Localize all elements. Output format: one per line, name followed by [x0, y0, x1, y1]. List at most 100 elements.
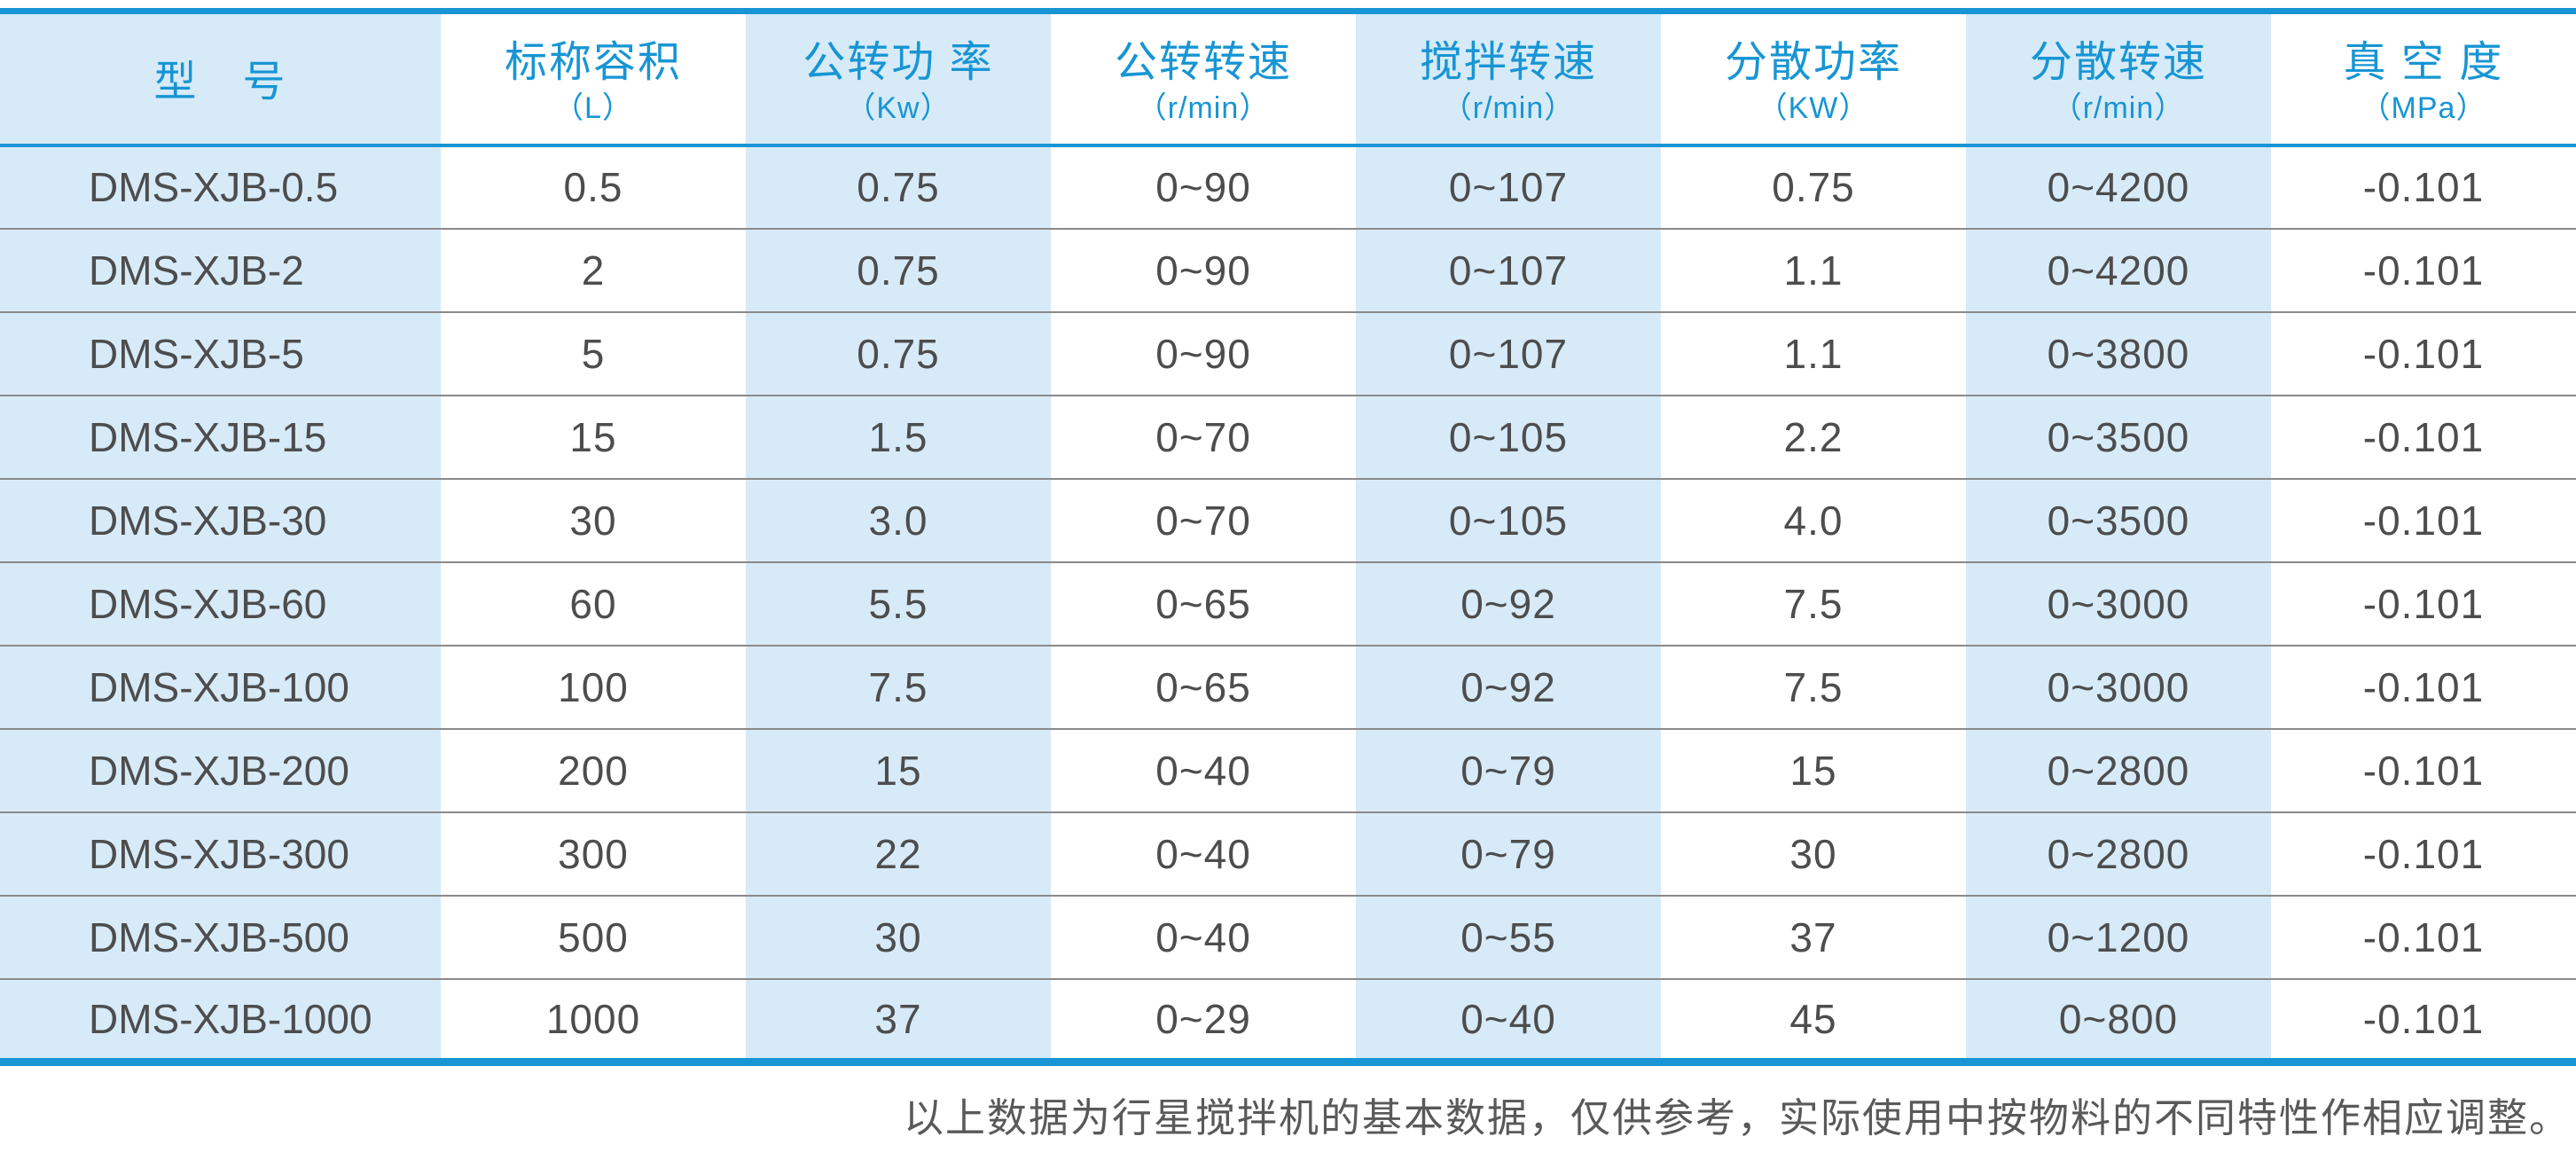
- column-title: 分散转速: [2029, 39, 2207, 87]
- footnote: 以上数据为行星搅拌机的基本数据，仅供参考，实际使用中按物料的不同特性作相应调整。: [903, 1094, 2571, 1141]
- table-row: DMS-XJB-30 30 3.0 0~70 0~105 4.0 0~3500 -0.101: [0, 477, 2576, 562]
- value-cell: 0~800: [1966, 977, 2271, 1062]
- value-cell: 0.75: [746, 145, 1051, 229]
- model-cell: DMS-XJB-300: [0, 811, 441, 896]
- column-header-4: 公转转速 （r/min）: [1051, 11, 1356, 147]
- model-cell: DMS-XJB-100: [0, 644, 441, 729]
- column-title: 搅拌转速: [1419, 39, 1597, 87]
- column-unit: （L）: [553, 90, 633, 125]
- table-row: DMS-XJB-0.5 0.5 0.75 0~90 0~107 0.75 0~4200 -0.…: [0, 145, 2576, 229]
- value-cell: 2: [441, 227, 746, 312]
- table-body: DMS-XJB-0.5 0.5 0.75 0~90 0~107 0.75 0~4200 -0.…: [0, 145, 2576, 1062]
- value-cell: -0.101: [2271, 894, 2576, 979]
- value-cell: -0.101: [2271, 727, 2576, 812]
- value-cell: 300: [441, 811, 746, 896]
- value-cell: 2.2: [1661, 394, 1966, 479]
- value-cell: 30: [1661, 811, 1966, 896]
- value-cell: 0~40: [1051, 727, 1356, 812]
- value-cell: 4.0: [1661, 477, 1966, 562]
- model-cell: DMS-XJB-2: [0, 227, 441, 312]
- value-cell: 0~70: [1051, 477, 1356, 562]
- value-cell: 0~3000: [1966, 644, 2271, 729]
- model-cell: DMS-XJB-200: [0, 727, 441, 812]
- value-cell: 3.0: [746, 477, 1051, 562]
- column-header-2: 标称容积 （L）: [441, 11, 746, 147]
- model-cell: DMS-XJB-15: [0, 394, 441, 479]
- value-cell: -0.101: [2362, 164, 2485, 210]
- table-row: DMS-XJB-2 2 0.75 0~90 0~107 1.1 0~4200 -0.101: [0, 227, 2576, 312]
- value-cell: -0.101: [2271, 644, 2576, 729]
- model-cell: DMS-XJB-30: [0, 477, 441, 562]
- column-title: 真 空 度: [2343, 39, 2504, 87]
- table-row: DMS-XJB-200 200 15 0~40 0~79 15 0~2800 -0.101: [0, 727, 2576, 812]
- table-row: DMS-XJB-5 5 0.75 0~90 0~107 1.1 0~3800 -0.101: [0, 310, 2576, 396]
- table-header: 型 号标称容积 （L） 公转功 率（Kw） 公转转速 （r/min） 搅拌转速 （r/min…: [0, 11, 2576, 147]
- column-unit: （r/min）: [1441, 90, 1576, 125]
- value-cell: 15: [746, 727, 1051, 812]
- value-cell: 5: [441, 310, 746, 396]
- column-header-5: 搅拌转速 （r/min）: [1356, 11, 1661, 147]
- value-cell: 0~90: [1155, 164, 1251, 210]
- table-row: DMS-XJB-300 300 22 0~40 0~79 30 0~2800 -0.101: [0, 811, 2576, 896]
- value-cell: -0.101: [2271, 310, 2576, 396]
- value-cell: 0~2800: [1966, 727, 2271, 812]
- value-cell: 0~55: [1356, 894, 1661, 979]
- value-cell: 0~107: [1356, 145, 1661, 229]
- value-cell: 0~40: [1356, 977, 1661, 1062]
- column-unit: （Kw）: [845, 90, 951, 125]
- value-cell: 60: [441, 560, 746, 646]
- model-cell: DMS-XJB-5: [0, 310, 441, 396]
- column-unit: （r/min）: [1136, 90, 1271, 125]
- value-cell: 0.75: [746, 227, 1051, 312]
- value-cell: 0~3500: [1966, 477, 2271, 562]
- table-row: DMS-XJB-100 100 7.5 0~65 0~92 7.5 0~3000 -0.101: [0, 644, 2576, 729]
- header-row: 型 号标称容积 （L） 公转功 率（Kw） 公转转速 （r/min） 搅拌转速 （r/min…: [0, 11, 2576, 147]
- value-cell: -0.101: [2271, 977, 2576, 1062]
- value-cell: 0~4200: [1966, 227, 2271, 312]
- value-cell: 1.1: [1661, 310, 1966, 396]
- value-cell: 0~29: [1051, 977, 1356, 1062]
- value-cell: -0.101: [2271, 394, 2576, 479]
- value-cell: 7.5: [746, 644, 1051, 729]
- value-cell: 0~70: [1051, 394, 1356, 479]
- column-header-8: 真 空 度（MPa）: [2271, 11, 2576, 147]
- value-cell: 0~79: [1356, 727, 1661, 812]
- value-cell: 0~90: [1051, 227, 1356, 312]
- value-cell: 37: [1661, 894, 1966, 979]
- value-cell: -0.101: [2271, 477, 2576, 562]
- column-title: 型 号: [153, 59, 287, 106]
- column-title: 分散功率: [1724, 39, 1902, 87]
- value-cell: 0~107: [1356, 227, 1661, 312]
- value-cell: 0~3000: [1966, 560, 2271, 646]
- table-row: DMS-XJB-60 60 5.5 0~65 0~92 7.5 0~3000 -0.101: [0, 560, 2576, 646]
- value-cell: 0~107: [1356, 310, 1661, 396]
- value-cell: 7.5: [1661, 644, 1966, 729]
- value-cell: 0~3800: [1966, 310, 2271, 396]
- model-cell: DMS-XJB-1000: [0, 977, 441, 1062]
- value-cell: 0~65: [1051, 644, 1356, 729]
- column-title: 公转功 率: [803, 39, 994, 87]
- spec-sheet: 型 号标称容积 （L） 公转功 率（Kw） 公转转速 （r/min） 搅拌转速 （r/min…: [0, 8, 2576, 1160]
- column-unit: （r/min）: [2051, 90, 2186, 125]
- table-row: DMS-XJB-15 15 1.5 0~70 0~105 2.2 0~3500 -0.101: [0, 394, 2576, 479]
- value-cell: 0~2800: [1966, 811, 2271, 896]
- column-unit: （KW）: [1757, 90, 1870, 125]
- value-cell: 0.5: [563, 164, 623, 210]
- value-cell: 1.5: [746, 394, 1051, 479]
- value-cell: 0~1200: [1966, 894, 2271, 979]
- value-cell: 0~92: [1356, 644, 1661, 729]
- value-cell: 0~40: [1051, 811, 1356, 896]
- column-header-1: 型 号: [0, 11, 441, 147]
- value-cell: 5.5: [746, 560, 1051, 646]
- value-cell: 500: [441, 894, 746, 979]
- column-title: 公转转速: [1114, 39, 1292, 87]
- value-cell: 0~3500: [1966, 394, 2271, 479]
- value-cell: 0.75: [1772, 164, 1855, 210]
- value-cell: 0~105: [1356, 477, 1661, 562]
- value-cell: 1.1: [1661, 227, 1966, 312]
- value-cell: 0~90: [1051, 310, 1356, 396]
- value-cell: 30: [746, 894, 1051, 979]
- value-cell: -0.101: [2271, 227, 2576, 312]
- value-cell: 0.75: [746, 310, 1051, 396]
- spec-table: 型 号标称容积 （L） 公转功 率（Kw） 公转转速 （r/min） 搅拌转速 （r/min…: [0, 8, 2576, 1066]
